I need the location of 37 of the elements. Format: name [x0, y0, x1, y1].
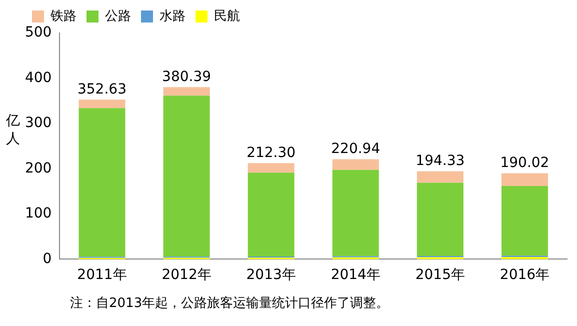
y-tick-label: 300 — [24, 115, 52, 132]
y-tick-label: 400 — [24, 70, 52, 86]
total-label: 352.63 — [77, 81, 126, 98]
y-tick-label: 500 — [24, 24, 52, 41]
total-label: 212.30 — [246, 144, 296, 161]
x-tick-label: 2015年 — [415, 267, 465, 284]
bar — [248, 163, 294, 173]
bar — [501, 173, 548, 186]
bar — [416, 171, 464, 183]
x-tick-label: 2011年 — [77, 267, 127, 284]
x-tick-label: 2012年 — [162, 267, 212, 284]
bar — [163, 96, 210, 257]
legend-label: 铁路 — [50, 8, 76, 24]
x-tick-label: 2013年 — [246, 267, 296, 284]
y-tick-label: 200 — [24, 160, 52, 176]
bar — [416, 182, 464, 256]
bar — [332, 159, 379, 170]
total-label: 194.33 — [416, 152, 465, 169]
bar — [163, 87, 210, 96]
x-tick-label: 2016年 — [500, 267, 550, 284]
legend-label: 公路 — [105, 8, 131, 24]
bar — [332, 170, 379, 256]
y-tick-label: 0 — [42, 250, 52, 267]
total-label: 380.39 — [162, 68, 212, 85]
legend-label: 水路 — [160, 8, 186, 24]
y-axis-title: 亿人 — [6, 112, 21, 148]
bar — [501, 256, 548, 260]
bar — [78, 100, 126, 108]
total-label: 190.02 — [500, 154, 550, 171]
bar — [78, 108, 126, 257]
bar — [501, 186, 548, 256]
total-label: 220.94 — [331, 140, 380, 157]
legend-label: 民航 — [214, 8, 240, 24]
bar — [248, 172, 294, 257]
x-tick-label: 2014年 — [330, 267, 380, 284]
text: 注：自2013年起，公路旅客运输量统计口径作了调整。 — [70, 295, 390, 312]
y-tick-label: 100 — [24, 206, 52, 222]
